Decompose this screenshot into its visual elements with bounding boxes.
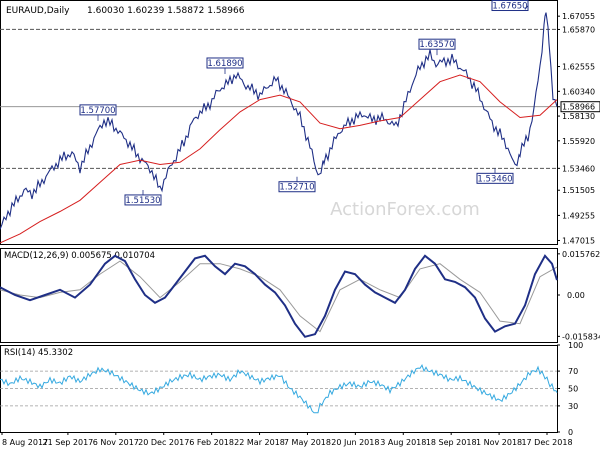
price-ytick-label-9: 1.49255 — [562, 211, 595, 220]
rsi-ytick-label-1: 70 — [568, 367, 578, 376]
price-label-3: 1.52710 — [279, 183, 314, 193]
x-tick-label-10: 1 Nov 2018 — [476, 438, 522, 447]
rsi-ytick-label-4: 0 — [568, 428, 573, 437]
price-series — [0, 12, 558, 230]
price-label-leader-6 — [524, 5, 529, 10]
price-ytick-label-0: 1.67055 — [562, 12, 595, 21]
price-label-2: 1.61890 — [207, 59, 242, 69]
x-tick-label-1: 21 Sep 2017 — [43, 438, 94, 447]
macd-series — [0, 254, 558, 338]
price-label-5: 1.53460 — [477, 174, 512, 184]
moving-average-series — [0, 74, 558, 244]
price-label-0: 1.57700 — [80, 106, 115, 116]
price-ytick-label-7: 1.53460 — [562, 164, 595, 173]
x-tick-label-4: 6 Feb 2018 — [189, 438, 234, 447]
x-tick-label-7: 20 Jun 2018 — [331, 438, 379, 447]
rsi-ytick-label-0: 100 — [568, 341, 583, 350]
x-tick-label-8: 3 Aug 2018 — [380, 438, 426, 447]
macd-ytick-label-0: 0.015762 — [562, 250, 600, 259]
rsi-ytick-label-3: 30 — [568, 402, 578, 411]
price-label-1: 1.51530 — [125, 196, 160, 206]
rsi-frame — [0, 345, 558, 433]
x-tick-label-3: 20 Dec 2017 — [138, 438, 189, 447]
current-price-box — [560, 101, 600, 113]
x-tick-label-2: 6 Nov 2017 — [93, 438, 139, 447]
macd-title: MACD(12,26,9) 0.005675 0.010704 — [4, 251, 155, 261]
price-label-6: 1.67650 — [492, 2, 527, 12]
x-tick-label-6: 7 May 2018 — [284, 438, 331, 447]
macd-ytick-label-1: 0.00 — [567, 291, 585, 300]
price-frame — [0, 0, 558, 245]
rsi-series — [0, 364, 558, 414]
price-ytick-label-3: 1.60340 — [562, 87, 595, 96]
price-ytick-label-2: 1.62555 — [562, 63, 595, 72]
price-ytick-label-5: 1.58130 — [562, 112, 595, 121]
x-tick-label-0: 8 Aug 2017 — [2, 438, 48, 447]
price-ytick-label-8: 1.51505 — [562, 186, 595, 195]
price-ytick-label-4: 1.58966 — [562, 103, 595, 112]
price-ytick-label-1: 1.65870 — [562, 25, 595, 34]
rsi-title: RSI(14) 45.3302 — [4, 348, 73, 358]
ohlc-header: 1.60030 1.60239 1.58872 1.58966 — [87, 6, 245, 16]
price-ytick-label-6: 1.55920 — [562, 137, 595, 146]
x-tick-label-5: 22 Mar 2018 — [234, 438, 285, 447]
price-ytick-label-10: 1.47015 — [562, 236, 595, 245]
price-label-4: 1.63570 — [419, 40, 454, 50]
price-header: EURAUD,Daily — [6, 6, 70, 16]
x-tick-label-11: 17 Dec 2018 — [521, 438, 572, 447]
x-tick-label-9: 18 Sep 2018 — [426, 438, 477, 447]
macd-ytick-label-2: -0.015834 — [562, 332, 600, 341]
watermark: ActionForex.com — [330, 199, 480, 220]
rsi-ytick-label-2: 50 — [568, 385, 578, 394]
